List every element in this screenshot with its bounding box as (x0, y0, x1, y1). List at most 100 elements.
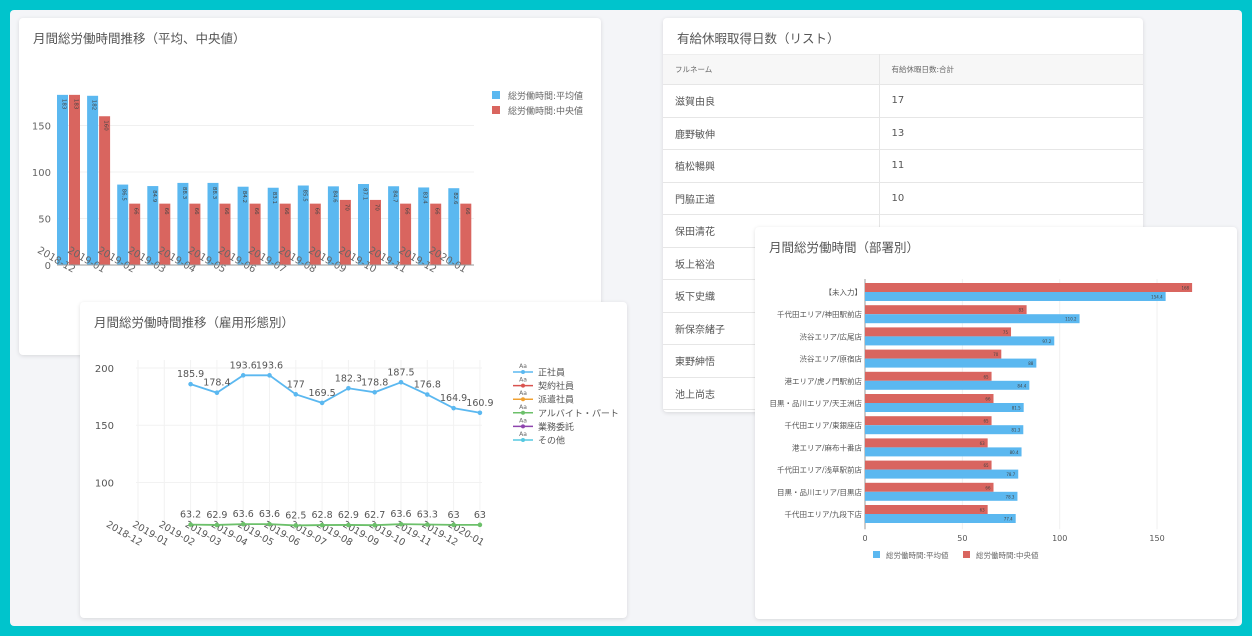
bar-average[interactable] (388, 186, 400, 265)
data-point[interactable] (293, 523, 299, 528)
data-point[interactable] (240, 521, 246, 527)
bar-median[interactable] (430, 203, 442, 265)
bar-average[interactable] (865, 358, 1037, 368)
bar-average[interactable] (147, 186, 159, 265)
data-point[interactable] (214, 390, 220, 396)
bar-average[interactable] (865, 491, 1018, 501)
legend-label[interactable]: 総労働時間:平均値 (886, 550, 949, 560)
bar-average[interactable] (327, 186, 339, 265)
bar-average[interactable] (87, 95, 99, 266)
bar-median[interactable] (865, 327, 1012, 337)
bar-median[interactable] (339, 199, 351, 265)
table-row[interactable]: 鹿野敏伸 13 (663, 117, 1143, 150)
data-point[interactable] (346, 522, 351, 528)
legend-label[interactable]: アルバイト・パート (538, 408, 619, 419)
bar-average[interactable] (207, 182, 219, 265)
legend-swatch[interactable] (873, 551, 880, 558)
legend-swatch[interactable] (492, 106, 500, 114)
bar-median[interactable] (309, 203, 321, 265)
data-point[interactable] (372, 522, 378, 528)
bar-average[interactable] (177, 182, 189, 265)
bar-average[interactable] (865, 403, 1024, 412)
data-point[interactable] (477, 522, 483, 528)
bar-median[interactable] (460, 203, 472, 265)
bar-average[interactable] (865, 425, 1024, 435)
legend-label[interactable]: 業務委託 (538, 421, 574, 433)
table-row[interactable]: 滋賀由良 17 (663, 84, 1143, 118)
legend-label[interactable]: 総労働時間:中央値 (508, 105, 583, 117)
data-point[interactable] (267, 373, 272, 378)
legend-label[interactable]: 契約社員 (538, 380, 574, 392)
bar-median[interactable] (865, 416, 992, 426)
bar-median[interactable] (69, 94, 80, 265)
bar-median[interactable] (189, 203, 201, 265)
bar-median[interactable] (865, 438, 988, 448)
data-point[interactable] (425, 392, 430, 397)
data-point[interactable] (267, 521, 272, 527)
column-header-leave-total[interactable]: 有給休暇日数:合計 (879, 54, 1143, 85)
bar-median[interactable] (865, 283, 1193, 292)
bar-median[interactable] (865, 305, 1027, 315)
legend-label[interactable]: 総労働時間:平均値 (508, 90, 583, 102)
bar-average[interactable] (865, 380, 1030, 390)
bar-median[interactable] (370, 199, 381, 265)
bar-average[interactable] (267, 187, 279, 265)
bar-average[interactable] (865, 314, 1080, 324)
data-point[interactable] (398, 521, 404, 527)
bar-average[interactable] (865, 292, 1166, 301)
data-point[interactable] (372, 389, 378, 395)
bar-average[interactable] (418, 187, 430, 265)
table-row[interactable]: 門脇正道 10 (663, 182, 1143, 215)
bar-median[interactable] (865, 371, 992, 381)
column-header-fullname[interactable]: フルネーム (663, 54, 880, 85)
bar-median[interactable] (159, 203, 171, 265)
series-line[interactable] (190, 374, 481, 414)
bar-average[interactable] (865, 469, 1019, 479)
series-line[interactable] (190, 523, 480, 527)
bar-median[interactable] (865, 482, 994, 492)
legend-label[interactable]: 派遣社員 (538, 394, 574, 406)
bar-median[interactable] (279, 203, 291, 265)
bar-median[interactable] (129, 203, 141, 265)
data-label: 63.6 (390, 509, 411, 520)
bar-average[interactable] (117, 184, 129, 265)
bar-average[interactable] (865, 447, 1022, 457)
legend-swatch[interactable] (492, 91, 500, 99)
data-point[interactable] (293, 392, 299, 397)
data-point[interactable] (188, 522, 193, 527)
bar-median[interactable] (865, 460, 992, 470)
bar-value-label: 183 (73, 99, 79, 110)
bar-average[interactable] (297, 185, 309, 265)
legend-swatch[interactable] (963, 551, 970, 558)
bar-average[interactable] (865, 336, 1055, 346)
data-point[interactable] (188, 381, 193, 387)
bar-median[interactable] (219, 203, 231, 265)
data-point[interactable] (477, 410, 483, 416)
bar-average[interactable] (237, 186, 249, 265)
bar-median[interactable] (865, 394, 994, 403)
data-point[interactable] (319, 522, 325, 528)
bar-average[interactable] (865, 514, 1016, 523)
data-point[interactable] (240, 373, 246, 378)
bar-average[interactable] (57, 94, 68, 265)
bar-average[interactable] (358, 184, 369, 265)
bar-median[interactable] (865, 505, 988, 514)
legend-label[interactable]: その他 (538, 435, 565, 447)
table-row[interactable]: 植松暢興 11 (663, 149, 1143, 183)
bar-median[interactable] (400, 203, 412, 265)
legend-label[interactable]: 正社員 (538, 367, 565, 379)
data-point[interactable] (398, 380, 404, 385)
bar-average[interactable] (448, 188, 460, 265)
data-point[interactable] (214, 522, 220, 528)
data-point[interactable] (319, 400, 325, 406)
data-point[interactable] (425, 522, 430, 527)
bar-median[interactable] (99, 116, 111, 265)
legend-label[interactable]: 総労働時間:中央値 (976, 550, 1039, 560)
bar-median[interactable] (249, 203, 261, 265)
bar-value-label: 66 (253, 208, 259, 215)
data-point[interactable] (451, 405, 456, 411)
data-point[interactable] (451, 522, 456, 528)
bar-median[interactable] (865, 349, 1002, 359)
data-label: 177 (287, 379, 305, 390)
data-point[interactable] (346, 385, 351, 391)
